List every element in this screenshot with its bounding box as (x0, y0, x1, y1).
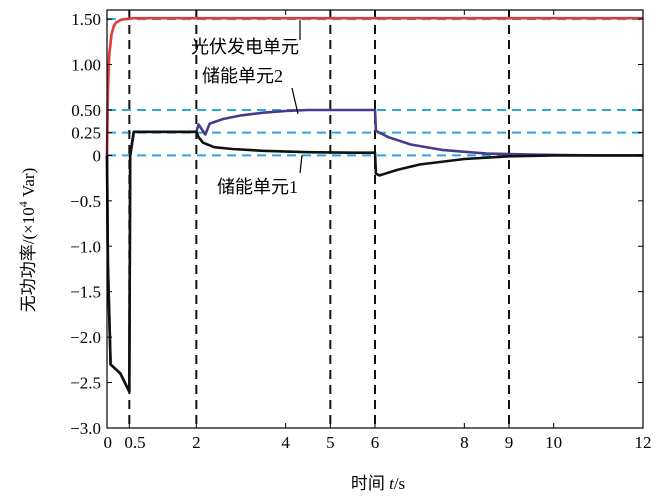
annotation-label: 光伏发电单元 (191, 37, 299, 57)
x-tick-label: 12 (635, 433, 652, 452)
series-line-pv (105, 16, 643, 156)
x-axis-label: 时间 t/s (351, 474, 405, 493)
x-tick-label: 10 (545, 433, 562, 452)
x-tick-label: 9 (505, 433, 514, 452)
y-tick-label: 1.00 (71, 56, 101, 75)
y-tick-label: −3.0 (70, 419, 101, 438)
x-tick-label: 6 (371, 433, 380, 452)
annotation-label: 储能单元1 (217, 177, 298, 197)
series-layer (105, 16, 643, 393)
y-tick-label: −2.0 (70, 328, 101, 347)
series-line-storage1 (105, 130, 643, 393)
x-tick-label: 5 (326, 433, 335, 452)
y-tick-label: 0 (93, 146, 102, 165)
y-tick-label: −0.5 (70, 192, 101, 211)
annotation-leader (291, 87, 299, 115)
reference-lines (107, 10, 643, 428)
y-tick-label: −1.5 (70, 283, 101, 302)
y-tick-label: −1.0 (70, 237, 101, 256)
y-tick-label: −2.5 (70, 374, 101, 393)
x-tick-label: 0 (104, 433, 113, 452)
ticks: 0 0.5 2 4 5 6 8 9 10 12 1.50 1.00 0.50 0.25 0 −0.5 −1.0 −… (70, 10, 652, 452)
y-axis-label: 无功功率/(×104 Var) (16, 168, 38, 313)
y-tick-label: 0.50 (71, 101, 101, 120)
y-tick-label: 1.50 (71, 10, 101, 29)
x-tick-label: 2 (192, 433, 201, 452)
annotation-label: 储能单元2 (202, 66, 283, 86)
x-tick-label: 8 (460, 433, 469, 452)
y-tick-label: 0.25 (71, 124, 101, 143)
x-tick-label: 0.5 (124, 433, 145, 452)
x-tick-label: 4 (281, 433, 290, 452)
annotation-leader (299, 155, 303, 174)
